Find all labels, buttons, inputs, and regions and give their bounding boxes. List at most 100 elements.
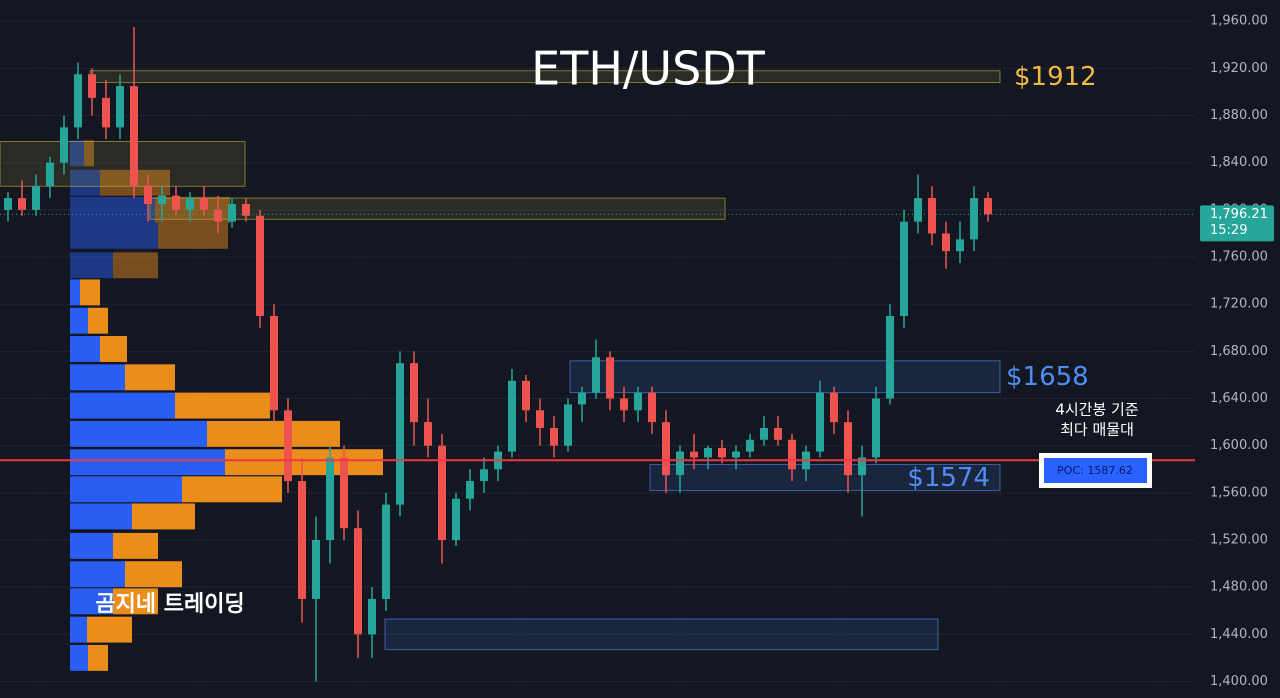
candle-body bbox=[508, 380, 516, 452]
candle-body bbox=[942, 233, 950, 252]
candle-body bbox=[550, 427, 558, 446]
candle-body bbox=[648, 392, 656, 423]
profile-buy bbox=[70, 532, 113, 559]
candle-body bbox=[284, 410, 292, 482]
candle-body bbox=[592, 357, 600, 393]
candle-body bbox=[578, 392, 586, 405]
y-tick-label: 1,680.00 bbox=[1210, 344, 1268, 359]
annotation: 최다 매물대 bbox=[1060, 421, 1134, 439]
price-badge-timer: 15:29 bbox=[1210, 223, 1247, 238]
profile-buy bbox=[70, 279, 80, 306]
candle-body bbox=[270, 315, 278, 411]
candle-body bbox=[718, 448, 726, 458]
profile-sell bbox=[182, 476, 282, 503]
profile-buy bbox=[70, 169, 100, 196]
candle-body bbox=[158, 195, 166, 204]
candle-body bbox=[256, 215, 264, 316]
candle-body bbox=[816, 392, 824, 452]
y-tick-label: 1,720.00 bbox=[1210, 297, 1268, 312]
profile-buy bbox=[70, 392, 175, 419]
candle-body bbox=[298, 481, 306, 599]
poc-box-inner bbox=[1044, 458, 1147, 483]
candle-body bbox=[858, 457, 866, 476]
candle-body bbox=[242, 203, 250, 216]
candle-body bbox=[676, 451, 684, 476]
profile-sell bbox=[225, 449, 383, 476]
candle-body bbox=[130, 86, 138, 187]
profile-sell bbox=[113, 532, 158, 559]
profile-buy bbox=[70, 196, 155, 223]
candle-body bbox=[746, 439, 754, 452]
profile-buy bbox=[70, 307, 88, 334]
candle-body bbox=[340, 457, 348, 529]
profile-sell bbox=[88, 644, 108, 671]
candle-body bbox=[354, 528, 362, 635]
candle-body bbox=[984, 198, 992, 215]
candle-body bbox=[886, 315, 894, 399]
profile-buy bbox=[70, 140, 84, 167]
candle-body bbox=[480, 469, 488, 482]
candle-body bbox=[74, 74, 82, 128]
candle-body bbox=[46, 162, 54, 187]
candle-body bbox=[522, 380, 530, 411]
candle-body bbox=[424, 422, 432, 446]
profile-buy bbox=[70, 222, 158, 249]
profile-buy bbox=[70, 588, 113, 615]
profile-sell bbox=[125, 561, 182, 588]
candle-body bbox=[690, 451, 698, 458]
y-tick-label: 1,760.00 bbox=[1210, 250, 1268, 265]
candle-body bbox=[326, 457, 334, 541]
candle-body bbox=[872, 398, 880, 458]
y-tick-label: 1,600.00 bbox=[1210, 438, 1268, 453]
price-badge-value: 1,796.21 bbox=[1210, 207, 1268, 222]
profile-buy bbox=[70, 336, 100, 362]
candle-body bbox=[760, 427, 768, 440]
candle-body bbox=[844, 422, 852, 476]
candle-body bbox=[88, 74, 96, 98]
candle-body bbox=[452, 498, 460, 541]
candle-body bbox=[186, 198, 194, 210]
poc-label: POC: 1587.62 bbox=[1057, 464, 1133, 477]
candle-body bbox=[214, 209, 222, 222]
y-tick-label: 1,840.00 bbox=[1210, 155, 1268, 170]
watermark: 곰지네 트레이딩 bbox=[95, 592, 244, 617]
y-tick-label: 1,960.00 bbox=[1210, 14, 1268, 29]
y-tick-label: 1,480.00 bbox=[1210, 580, 1268, 595]
candle-body bbox=[564, 404, 572, 446]
candle-body bbox=[312, 540, 320, 599]
zone-label: $1574 bbox=[907, 463, 990, 493]
candle-body bbox=[774, 427, 782, 440]
candle-body bbox=[102, 97, 110, 128]
candle-body bbox=[382, 504, 390, 599]
profile-sell bbox=[175, 392, 270, 419]
candle-body bbox=[900, 221, 908, 316]
zone-label: $1658 bbox=[1006, 362, 1089, 392]
candle-body bbox=[662, 422, 670, 476]
candle-body bbox=[60, 127, 68, 163]
profile-buy bbox=[70, 561, 125, 588]
candle-body bbox=[956, 239, 964, 252]
profile-buy bbox=[70, 420, 207, 447]
candle-body bbox=[32, 186, 40, 210]
profile-buy bbox=[70, 476, 182, 503]
zone bbox=[149, 197, 726, 220]
candle-body bbox=[228, 203, 236, 222]
profile-sell bbox=[80, 279, 100, 306]
y-tick-label: 1,560.00 bbox=[1210, 485, 1268, 500]
zone bbox=[0, 140, 246, 187]
candle-body bbox=[144, 186, 152, 204]
candle-body bbox=[970, 198, 978, 240]
candle-body bbox=[732, 451, 740, 458]
candle-body bbox=[536, 410, 544, 428]
y-tick-label: 1,440.00 bbox=[1210, 627, 1268, 642]
y-tick-label: 1,880.00 bbox=[1210, 108, 1268, 123]
zone-label: $1912 bbox=[1014, 62, 1097, 92]
profile-sell bbox=[113, 252, 158, 279]
profile-sell bbox=[100, 336, 127, 362]
annotation: 4시간봉 기준 bbox=[1055, 401, 1139, 419]
candle-body bbox=[200, 198, 208, 210]
candle-body bbox=[410, 363, 418, 423]
candle-body bbox=[172, 195, 180, 210]
